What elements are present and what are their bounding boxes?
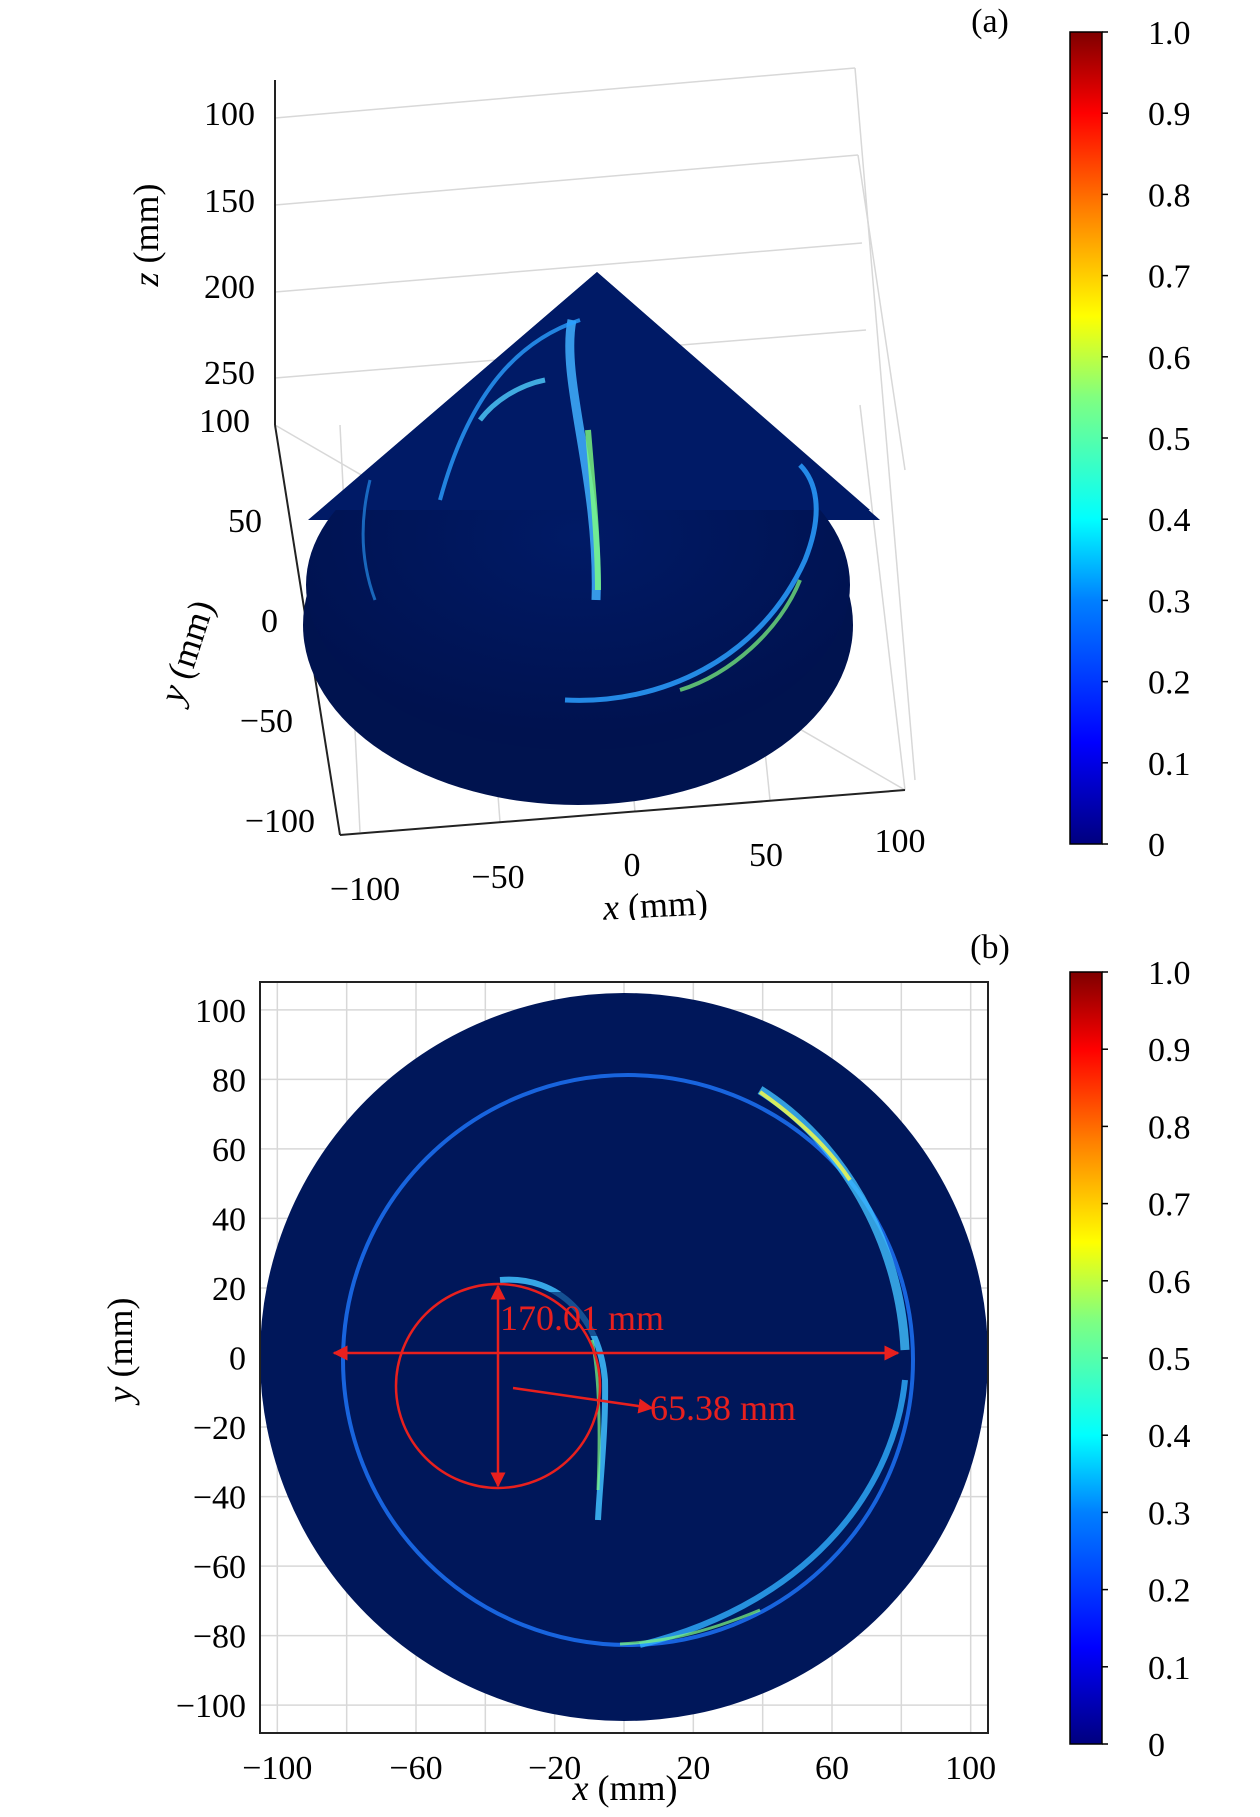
y-tick: −100 <box>176 1688 246 1725</box>
colorbar-a-ticks: 1.0 0.9 0.8 0.7 0.6 0.5 0.4 0.3 0.2 0.1 0 <box>1102 15 1191 864</box>
panel-label-b: (b) <box>970 929 1010 966</box>
x-tick: −100 <box>330 871 400 908</box>
y-tick: 20 <box>212 1271 246 1308</box>
y-tick: 0 <box>261 603 278 640</box>
y-tick: −50 <box>240 703 293 740</box>
z-tick: 200 <box>204 269 255 306</box>
x-tick: 60 <box>815 1750 849 1787</box>
y-ticks: 100 50 0 −50 −100 <box>199 403 315 840</box>
y-tick: 100 <box>195 993 246 1030</box>
y-tick: −60 <box>193 1549 246 1586</box>
panel-b-svg: 170.01 mm 65.38 mm −100 −60 −20 20 60 100 100… <box>100 929 1191 1808</box>
panel-a: 100 150 200 250 z (mm) 100 50 0 −50 −100… <box>126 3 1191 928</box>
x-tick: 100 <box>875 823 926 860</box>
y-axis-label: y (mm) <box>150 595 221 710</box>
x-ticks: −100 −50 0 50 100 <box>330 823 926 908</box>
colorbar-tick-label: 0.9 <box>1148 96 1191 133</box>
y-tick: −40 <box>193 1480 246 1517</box>
colorbar-tick-label: 1.0 <box>1148 15 1191 52</box>
colorbar-tick-label: 0 <box>1148 827 1165 864</box>
colorbar-tick-label: 0.5 <box>1148 1341 1191 1378</box>
y-axis-label-b: y (mm) <box>100 1298 140 1406</box>
inner-circle-annotation: 65.38 mm <box>394 1282 796 1490</box>
colorbar-tick-label: 0.7 <box>1148 259 1191 296</box>
x-tick: 100 <box>945 1750 996 1787</box>
colorbar-tick-label: 0.3 <box>1148 1495 1191 1532</box>
y-tick: −20 <box>193 1410 246 1447</box>
y-tick: 50 <box>228 503 262 540</box>
y-tick: 80 <box>212 1062 246 1099</box>
y-tick: 40 <box>212 1201 246 1238</box>
cone-surface <box>303 272 880 805</box>
diameter-annotation: 170.01 mm <box>332 1292 900 1361</box>
x-ticks-b: −100 −60 −20 20 60 100 <box>242 1750 996 1787</box>
colorbar-b-ticks: 1.0 0.9 0.8 0.7 0.6 0.5 0.4 0.3 0.2 0.1 0 <box>1102 955 1191 1764</box>
colorbar-tick-label: 0.9 <box>1148 1032 1191 1069</box>
colorbar-tick-label: 0.2 <box>1148 1573 1191 1610</box>
y-tick: 60 <box>212 1132 246 1169</box>
colorbar-tick-label: 0.8 <box>1148 1109 1191 1146</box>
colorbar-tick-label: 0.6 <box>1148 340 1191 377</box>
z-axis-label: z (mm) <box>126 184 166 288</box>
panel-label-a: (a) <box>971 3 1009 40</box>
x-axis-label: x (mm) <box>601 882 709 920</box>
y-tick: −100 <box>245 803 315 840</box>
colorbar-tick-label: 0.4 <box>1148 502 1191 539</box>
colorbar-tick-label: 0.8 <box>1148 177 1191 214</box>
x-tick: −20 <box>528 1750 581 1787</box>
x-tick: 0 <box>624 847 641 884</box>
panel-b: 170.01 mm 65.38 mm −100 −60 −20 20 60 100 100… <box>0 920 1260 1812</box>
colorbar-tick-label: 1.0 <box>1148 955 1191 992</box>
colorbar-tick-label: 0.1 <box>1148 746 1191 783</box>
x-tick: −60 <box>389 1750 442 1787</box>
inner-circle <box>394 1282 602 1490</box>
inner-circle-label: 65.38 mm <box>650 1388 796 1428</box>
colorbar-b <box>1069 971 1103 1745</box>
z-ticks: 100 150 200 250 <box>204 96 255 392</box>
colorbar-tick-label: 0.1 <box>1148 1650 1191 1687</box>
colorbar-tick-label: 0.7 <box>1148 1187 1191 1224</box>
heatmap-b <box>260 993 988 1721</box>
colorbar-tick-label: 0.2 <box>1148 665 1191 702</box>
x-axis-label-b: x (mm) <box>572 1768 678 1808</box>
z-tick: 150 <box>204 183 255 220</box>
z-tick: 250 <box>204 355 255 392</box>
x-tick: −50 <box>471 859 524 896</box>
x-tick: 50 <box>749 837 783 874</box>
panel-a-svg: 100 150 200 250 z (mm) 100 50 0 −50 −100… <box>126 3 1191 928</box>
x-tick: 20 <box>676 1750 710 1787</box>
x-tick: −100 <box>242 1750 312 1787</box>
colorbar-tick-label: 0.6 <box>1148 1264 1191 1301</box>
colorbar-tick-label: 0.4 <box>1148 1418 1191 1455</box>
colorbar-tick-label: 0 <box>1148 1727 1165 1764</box>
y-tick: 0 <box>229 1341 246 1378</box>
y-ticks-b: 100 80 60 40 20 0 −20 −40 −60 −80 −100 <box>176 993 246 1725</box>
colorbar-a <box>1069 31 1103 845</box>
diameter-label: 170.01 mm <box>500 1298 664 1338</box>
colorbar-tick-label: 0.3 <box>1148 583 1191 620</box>
z-tick: 100 <box>204 96 255 133</box>
axes-box-b <box>259 981 989 1734</box>
inner-pointer-arrow <box>512 1386 654 1414</box>
y-tick: 100 <box>199 403 250 440</box>
colorbar-tick-label: 0.5 <box>1148 421 1191 458</box>
y-tick: −80 <box>193 1619 246 1656</box>
